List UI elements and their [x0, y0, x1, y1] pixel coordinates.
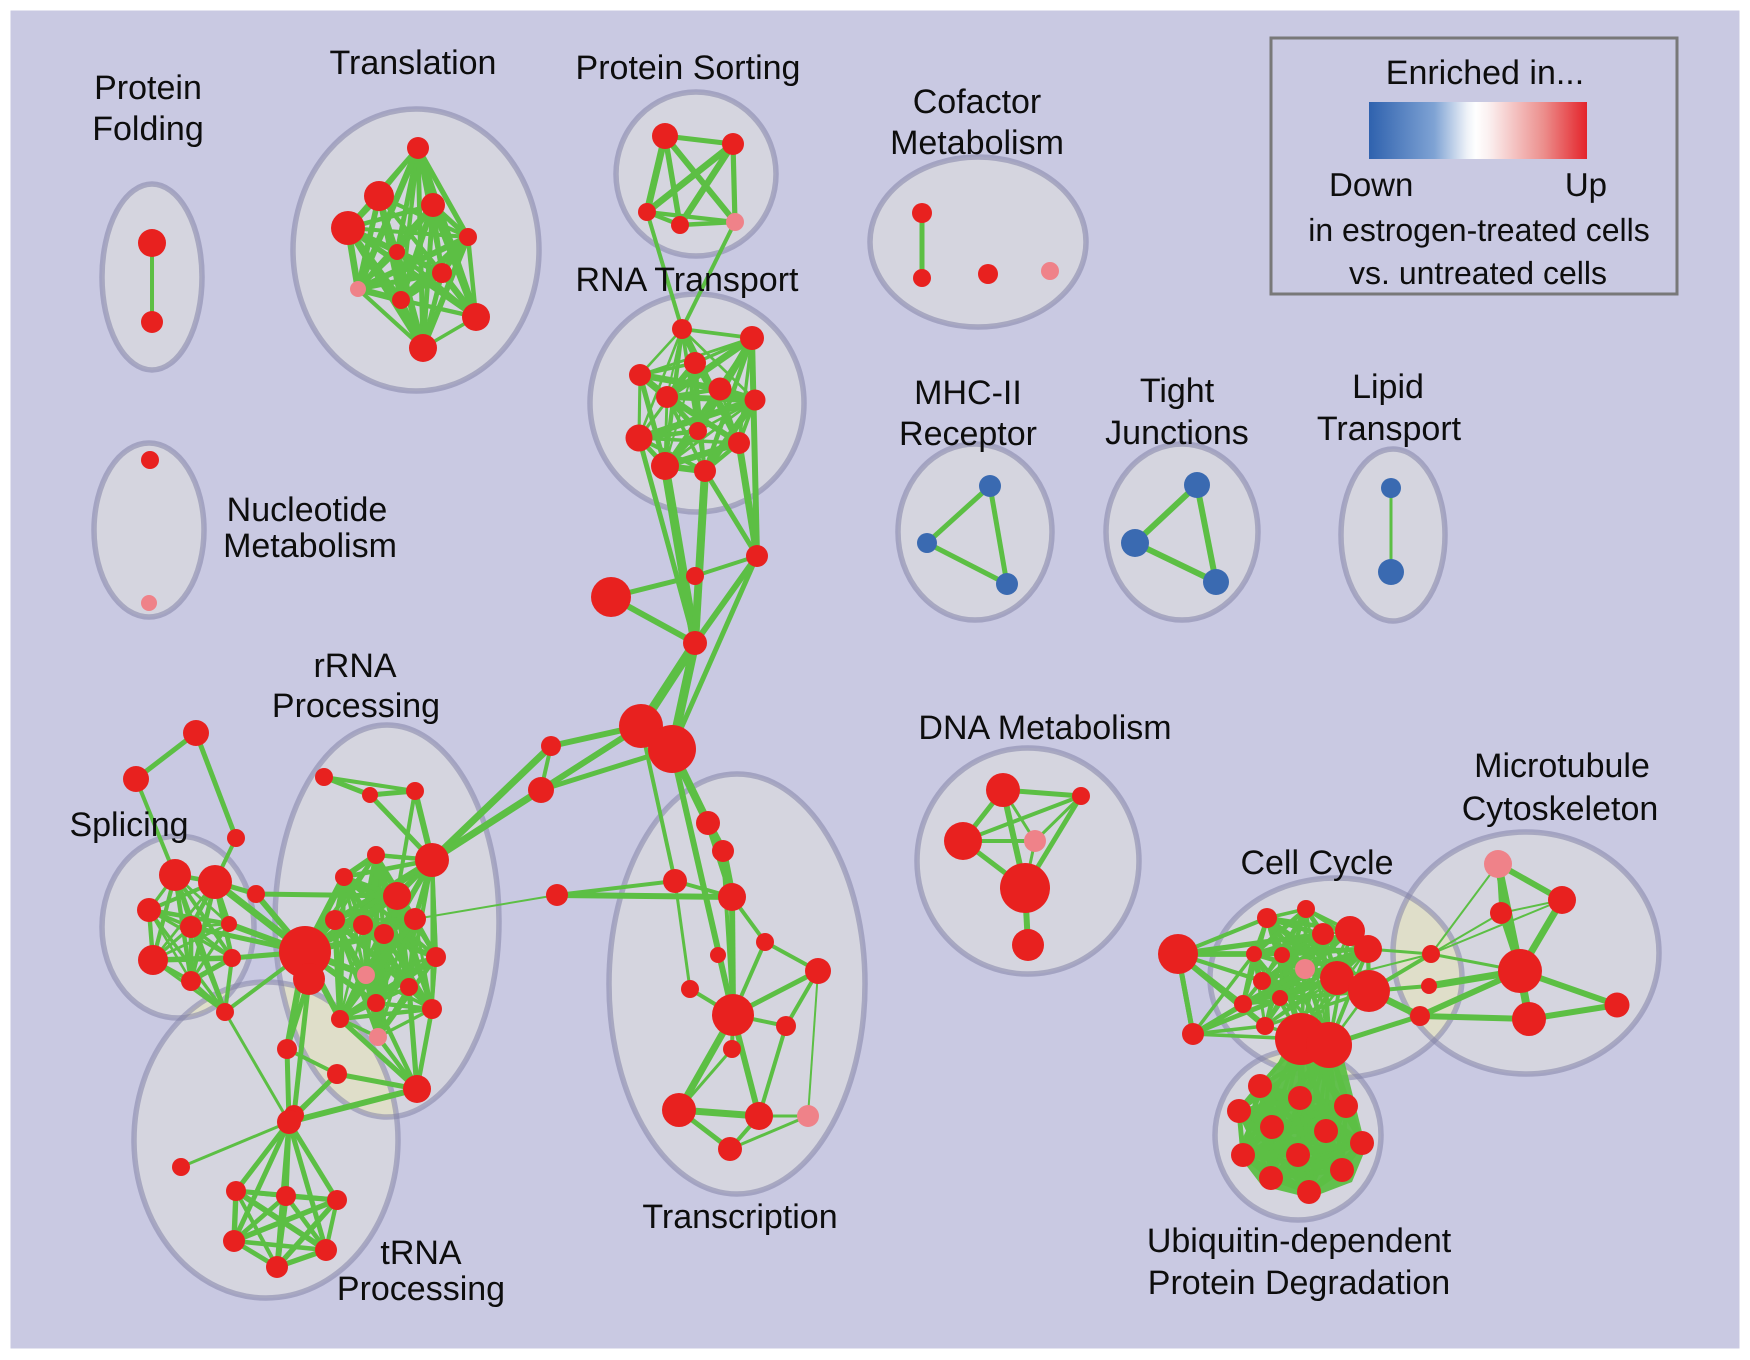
svg-text:Folding: Folding: [92, 110, 204, 148]
svg-text:RNA Transport: RNA Transport: [576, 261, 800, 299]
svg-text:rRNA: rRNA: [313, 647, 396, 685]
svg-text:Metabolism: Metabolism: [223, 527, 397, 565]
svg-text:Receptor: Receptor: [899, 415, 1037, 453]
svg-text:Junctions: Junctions: [1105, 414, 1249, 452]
svg-text:Up: Up: [1565, 166, 1607, 203]
svg-text:Processing: Processing: [272, 687, 440, 725]
svg-text:Ubiquitin-dependent: Ubiquitin-dependent: [1147, 1222, 1452, 1260]
svg-text:Nucleotide: Nucleotide: [227, 491, 388, 529]
svg-text:Protein Sorting: Protein Sorting: [576, 49, 801, 87]
svg-text:Protein Degradation: Protein Degradation: [1148, 1264, 1450, 1302]
svg-text:Enriched in...: Enriched in...: [1386, 54, 1584, 92]
svg-text:Microtubule: Microtubule: [1474, 747, 1650, 785]
svg-text:Splicing: Splicing: [69, 806, 188, 844]
svg-text:Transcription: Transcription: [642, 1198, 837, 1236]
svg-text:Lipid: Lipid: [1352, 368, 1424, 406]
svg-text:vs. untreated cells: vs. untreated cells: [1349, 255, 1607, 291]
svg-text:Metabolism: Metabolism: [890, 124, 1064, 162]
svg-text:DNA Metabolism: DNA Metabolism: [918, 709, 1171, 747]
svg-text:Protein: Protein: [94, 69, 202, 107]
svg-text:Processing: Processing: [337, 1270, 505, 1308]
svg-text:Cytoskeleton: Cytoskeleton: [1462, 790, 1659, 828]
svg-text:in estrogen-treated cells: in estrogen-treated cells: [1308, 212, 1650, 248]
svg-text:Translation: Translation: [330, 44, 497, 82]
svg-text:Transport: Transport: [1317, 410, 1462, 448]
svg-text:Tight: Tight: [1140, 372, 1215, 410]
svg-text:Down: Down: [1329, 166, 1413, 203]
svg-text:MHC-II: MHC-II: [914, 374, 1022, 412]
svg-text:tRNA: tRNA: [380, 1234, 462, 1272]
svg-text:Cell Cycle: Cell Cycle: [1240, 844, 1393, 882]
svg-text:Cofactor: Cofactor: [913, 83, 1042, 121]
